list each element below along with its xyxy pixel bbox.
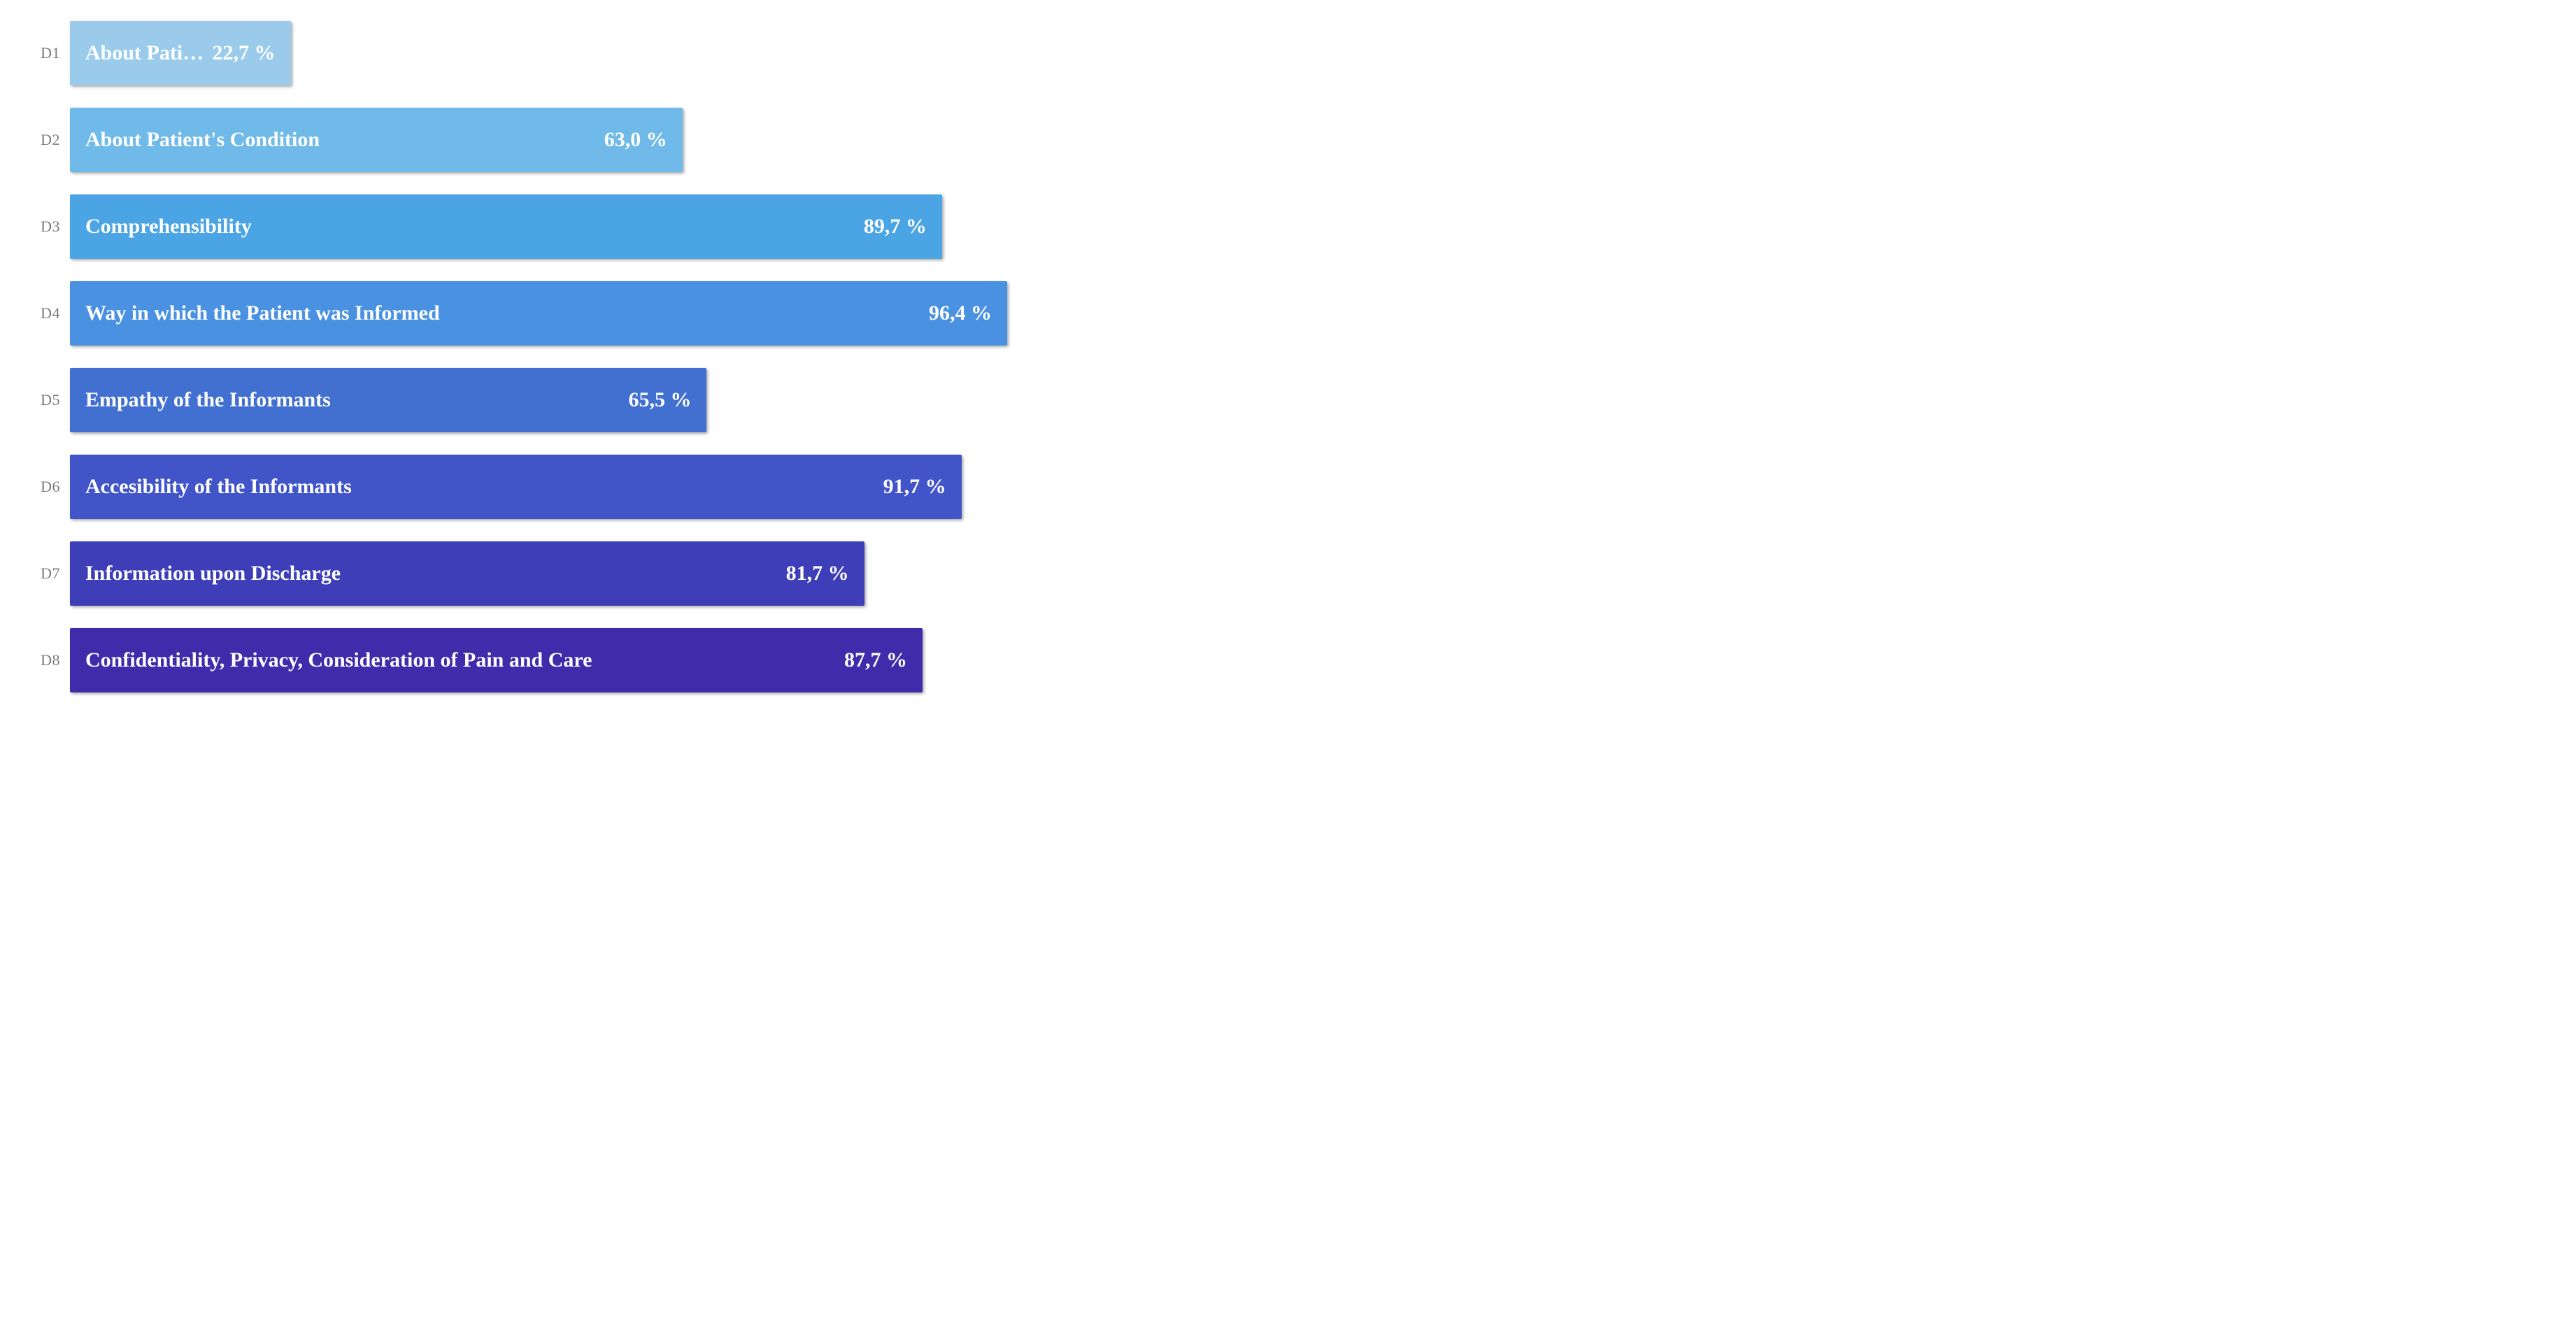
axis-label: D3 xyxy=(14,218,60,236)
bar-label: About Patient's Condition xyxy=(85,128,604,152)
bar-track: Empathy of the Informants65,5 % xyxy=(70,368,1042,432)
bar-label: Accesibility of the Informants xyxy=(85,475,883,499)
bar: Comprehensibility89,7 % xyxy=(70,194,942,259)
bar-track: About Patient's Rights22,7 % xyxy=(70,21,1042,85)
bar-value: 89,7 % xyxy=(864,215,927,239)
bar-value: 22,7 % xyxy=(213,41,276,65)
bar-label: Confidentiality, Privacy, Consideration … xyxy=(85,648,844,672)
bar: Way in which the Patient was Informed96,… xyxy=(70,281,1007,346)
chart-row: D8 Confidentiality, Privacy, Consideratio… xyxy=(14,628,2562,692)
chart-row: D1 About Patient's Rights22,7 % xyxy=(14,21,2562,85)
axis-label: D1 xyxy=(14,44,60,62)
bar-value: 65,5 % xyxy=(628,388,691,412)
axis-label: D4 xyxy=(14,304,60,322)
bar-label: Way in which the Patient was Informed xyxy=(85,301,929,325)
chart-row: D6 Accesibility of the Informants91,7 % xyxy=(14,455,2562,519)
axis-label: D6 xyxy=(14,478,60,496)
chart-row: D5 Empathy of the Informants65,5 % xyxy=(14,368,2562,432)
bar: Confidentiality, Privacy, Consideration … xyxy=(70,628,923,692)
bar-label: Information upon Discharge xyxy=(85,562,786,585)
axis-label: D7 xyxy=(14,564,60,583)
axis-label: D5 xyxy=(14,391,60,409)
bar-label: About Patient's Rights xyxy=(85,41,213,65)
bar-track: Comprehensibility89,7 % xyxy=(70,194,1042,259)
bar-track: Confidentiality, Privacy, Consideration … xyxy=(70,628,1042,692)
bar: About Patient's Rights22,7 % xyxy=(70,21,291,85)
bar-value: 91,7 % xyxy=(883,475,946,499)
bar-value: 81,7 % xyxy=(786,562,849,585)
bar-track: About Patient's Condition63,0 % xyxy=(70,108,1042,172)
bar-track: Way in which the Patient was Informed96,… xyxy=(70,281,1042,346)
bar-value: 63,0 % xyxy=(604,128,667,152)
bar-chart: D1 About Patient's Rights22,7 % D2 About Pa… xyxy=(0,0,2576,713)
bar: About Patient's Condition63,0 % xyxy=(70,108,683,172)
bar-value: 87,7 % xyxy=(844,648,907,672)
chart-row: D2 About Patient's Condition63,0 % xyxy=(14,108,2562,172)
bar-value: 96,4 % xyxy=(929,301,992,325)
bar: Accesibility of the Informants91,7 % xyxy=(70,455,962,519)
chart-row: D7 Information upon Discharge81,7 % xyxy=(14,541,2562,606)
bar-track: Accesibility of the Informants91,7 % xyxy=(70,455,1042,519)
chart-row: D4 Way in which the Patient was Informed9… xyxy=(14,281,2562,346)
chart-row: D3 Comprehensibility89,7 % xyxy=(14,194,2562,259)
axis-label: D8 xyxy=(14,651,60,669)
axis-label: D2 xyxy=(14,131,60,149)
bar-track: Information upon Discharge81,7 % xyxy=(70,541,1042,606)
bar: Empathy of the Informants65,5 % xyxy=(70,368,706,432)
bar-label: Comprehensibility xyxy=(85,215,864,239)
bar: Information upon Discharge81,7 % xyxy=(70,541,864,606)
bar-label: Empathy of the Informants xyxy=(85,388,628,412)
